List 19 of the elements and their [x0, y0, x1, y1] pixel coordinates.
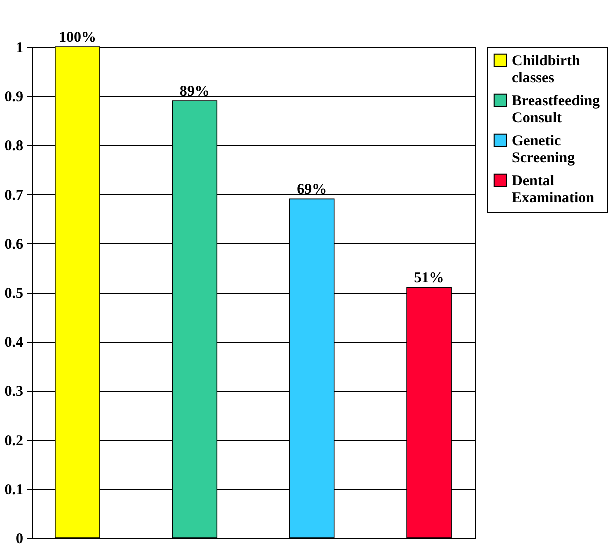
- y-tick-label: 0.2: [4, 433, 24, 450]
- y-tick-label: 0.1: [4, 482, 24, 498]
- data-label: 51%: [414, 270, 444, 287]
- data-label: 89%: [180, 84, 210, 100]
- data-label: 100%: [58, 30, 96, 46]
- y-tick-label: 0.6: [4, 236, 24, 253]
- y-tick-label: 1: [16, 40, 24, 56]
- y-tick-label: 0.3: [4, 384, 24, 400]
- legend-label: Dental Examination: [512, 174, 596, 206]
- y-tick-label: 0: [16, 532, 24, 548]
- y-tick-label: 0.8: [4, 138, 24, 155]
- y-tick-label: 0.7: [4, 188, 24, 204]
- data-label: 69%: [297, 182, 328, 198]
- y-tick-label: 0.4: [4, 335, 24, 352]
- legend-label: Breastfeeding Consult: [512, 94, 601, 126]
- y-tick-label: 0.5: [4, 286, 24, 302]
- legend-label: Genetic Screening: [512, 134, 576, 166]
- y-tick-label: 0.9: [4, 90, 24, 106]
- legend-label: Childbirth classes: [512, 54, 582, 86]
